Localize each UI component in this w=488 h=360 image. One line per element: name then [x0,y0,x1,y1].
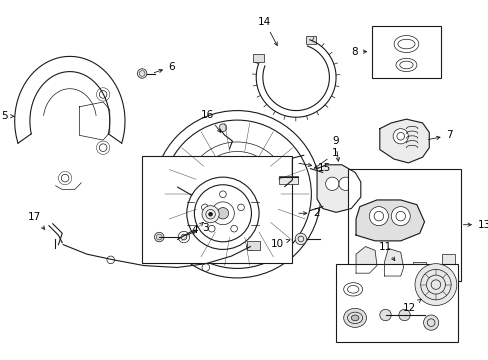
Bar [335,264,457,342]
Circle shape [217,208,228,219]
Ellipse shape [350,315,358,321]
Polygon shape [379,119,428,163]
Polygon shape [355,247,376,273]
Circle shape [61,174,69,182]
Bar [412,262,426,271]
Circle shape [368,207,387,226]
Text: 2: 2 [298,208,319,218]
Circle shape [99,91,107,98]
Text: 5: 5 [1,111,14,121]
Text: 3: 3 [183,223,208,236]
Circle shape [325,177,338,190]
Bar [348,168,460,281]
Circle shape [398,309,409,321]
Circle shape [219,124,226,131]
Ellipse shape [343,309,366,327]
Circle shape [390,207,409,226]
Circle shape [202,264,209,271]
Circle shape [178,231,189,243]
Text: 1: 1 [314,148,338,168]
Circle shape [154,232,163,242]
Circle shape [137,69,146,78]
Text: 17: 17 [28,212,44,229]
Text: 16: 16 [201,110,220,132]
Text: 15: 15 [298,163,330,173]
Ellipse shape [395,58,416,72]
Text: 11: 11 [378,242,394,261]
Circle shape [414,264,456,306]
Text: 8: 8 [350,47,366,57]
Circle shape [295,233,306,245]
Circle shape [99,144,107,152]
Circle shape [392,129,407,144]
Text: 6: 6 [154,62,175,73]
Circle shape [219,191,226,198]
Circle shape [208,212,212,216]
Bar [279,176,298,184]
Text: 12: 12 [402,299,420,313]
Circle shape [237,204,244,211]
Bar [431,266,445,276]
Bar [305,36,315,44]
Circle shape [227,185,246,204]
Circle shape [423,315,438,330]
Text: 4: 4 [191,222,203,235]
Ellipse shape [393,36,418,53]
Bar [371,26,440,78]
Circle shape [208,225,215,232]
Circle shape [201,204,208,211]
Circle shape [107,256,114,264]
Circle shape [248,212,257,220]
Polygon shape [316,165,360,212]
Circle shape [202,206,219,223]
Circle shape [207,182,216,190]
Bar [441,254,454,264]
Polygon shape [384,248,403,276]
Bar [252,54,264,62]
Bar [142,156,292,263]
Circle shape [258,182,266,190]
Circle shape [246,243,254,250]
Circle shape [217,212,225,220]
Text: 7: 7 [427,130,452,140]
Circle shape [230,225,237,232]
Text: 10: 10 [270,239,289,249]
Circle shape [338,177,351,190]
Text: 14: 14 [258,17,277,45]
Text: 9: 9 [332,136,339,161]
Circle shape [232,163,241,172]
Circle shape [379,309,390,321]
Text: 13: 13 [463,220,488,230]
Bar [246,241,260,250]
Polygon shape [355,200,424,241]
